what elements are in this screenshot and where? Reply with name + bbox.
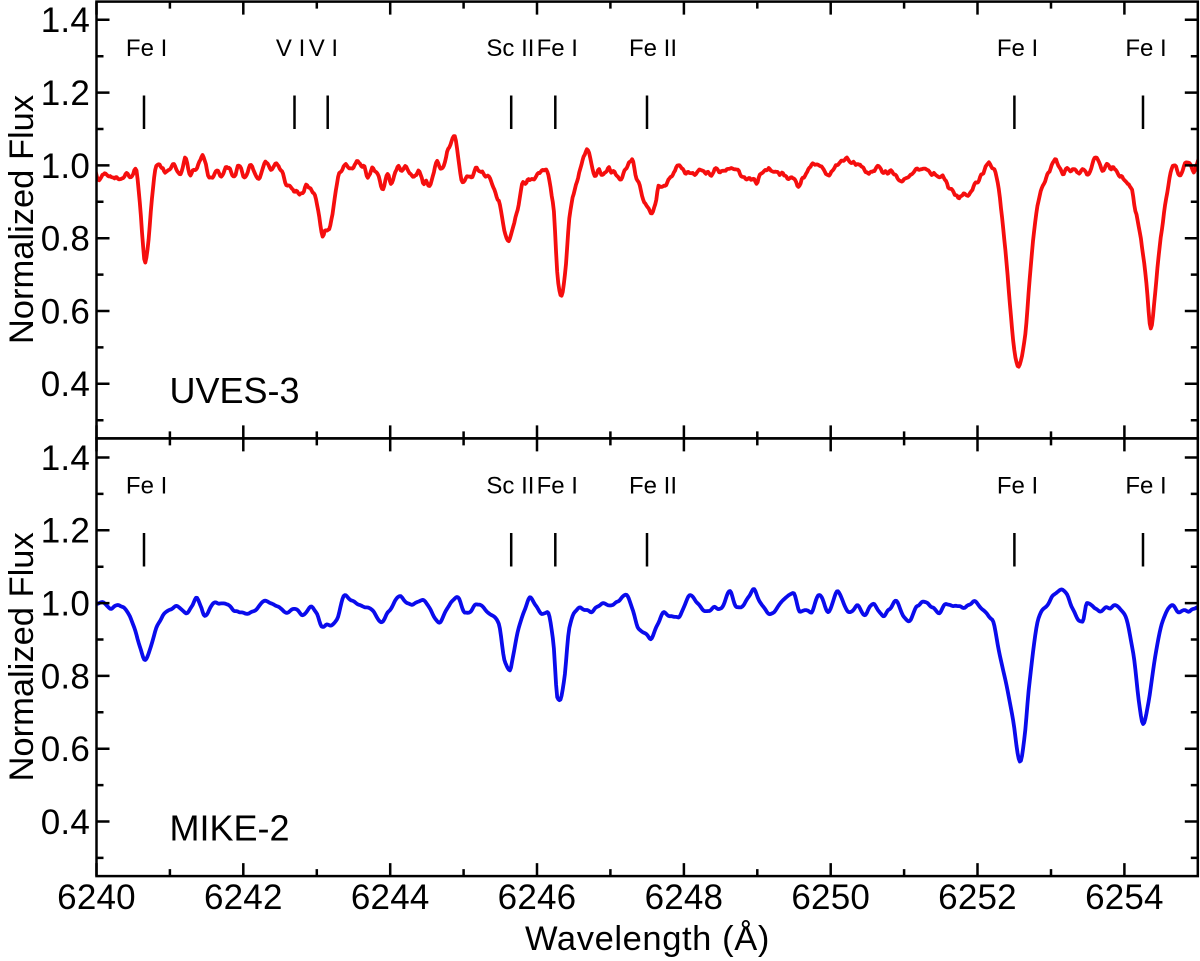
- svg-text:1.0: 1.0: [41, 585, 90, 624]
- svg-text:0.8: 0.8: [41, 657, 90, 696]
- svg-text:0.6: 0.6: [41, 292, 90, 331]
- svg-text:Fe I: Fe I: [997, 472, 1038, 499]
- svg-text:Fe II: Fe II: [629, 472, 677, 499]
- svg-text:1.2: 1.2: [41, 512, 90, 551]
- svg-text:Fe II: Fe II: [629, 35, 677, 62]
- svg-text:0.4: 0.4: [41, 803, 90, 842]
- svg-text:1.2: 1.2: [41, 74, 90, 113]
- svg-text:Sc II: Sc II: [486, 35, 534, 62]
- svg-text:6248: 6248: [645, 878, 724, 917]
- svg-text:Fe I: Fe I: [1125, 35, 1166, 62]
- svg-text:0.4: 0.4: [41, 365, 90, 404]
- svg-text:Fe I: Fe I: [537, 472, 578, 499]
- svg-text:1.4: 1.4: [41, 1, 90, 40]
- svg-text:Fe I: Fe I: [1125, 472, 1166, 499]
- svg-text:Sc II: Sc II: [486, 472, 534, 499]
- svg-text:0.6: 0.6: [41, 730, 90, 769]
- svg-text:Fe I: Fe I: [126, 35, 167, 62]
- svg-text:6254: 6254: [1085, 878, 1164, 917]
- svg-text:Wavelength (Å): Wavelength (Å): [525, 919, 770, 958]
- svg-text:6244: 6244: [351, 878, 430, 917]
- svg-text:1.0: 1.0: [41, 147, 90, 186]
- svg-text:Normalized Flux: Normalized Flux: [3, 95, 41, 344]
- svg-text:Fe I: Fe I: [537, 35, 578, 62]
- svg-text:6240: 6240: [57, 878, 136, 917]
- svg-text:6252: 6252: [938, 878, 1017, 917]
- svg-text:6242: 6242: [204, 878, 283, 917]
- svg-text:V I: V I: [309, 35, 338, 62]
- svg-text:V I: V I: [276, 35, 305, 62]
- svg-text:Fe I: Fe I: [126, 472, 167, 499]
- svg-text:Fe I: Fe I: [997, 35, 1038, 62]
- svg-text:UVES-3: UVES-3: [170, 370, 300, 411]
- svg-text:MIKE-2: MIKE-2: [170, 808, 290, 849]
- svg-text:6246: 6246: [498, 878, 577, 917]
- svg-text:0.8: 0.8: [41, 220, 90, 259]
- svg-text:6250: 6250: [791, 878, 870, 917]
- svg-text:Normalized Flux: Normalized Flux: [3, 532, 41, 781]
- svg-text:1.4: 1.4: [41, 439, 90, 478]
